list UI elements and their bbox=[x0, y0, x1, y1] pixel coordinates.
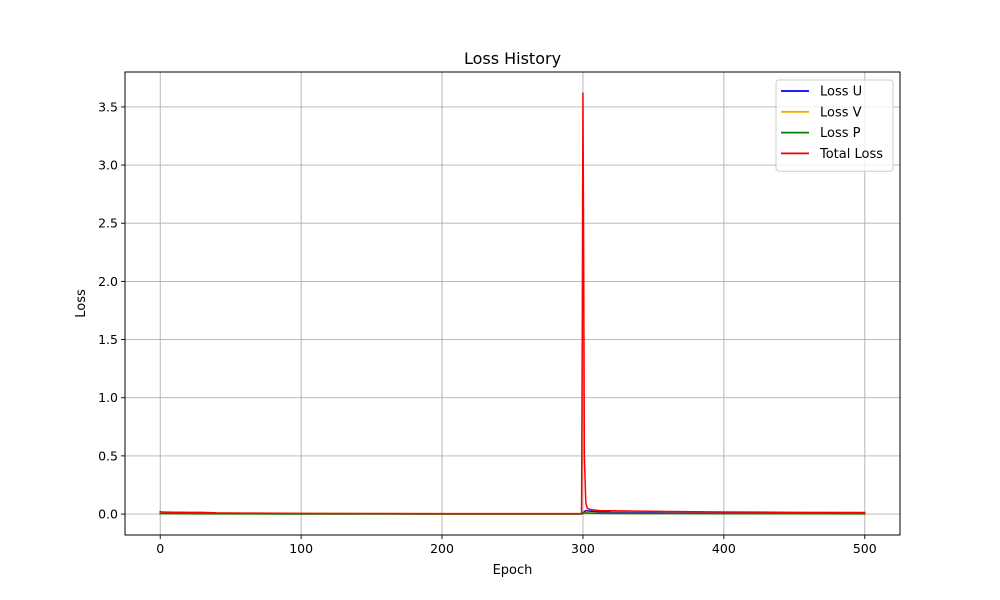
legend-label: Loss V bbox=[820, 105, 862, 120]
legend-box bbox=[775, 79, 894, 172]
series-lines bbox=[159, 92, 866, 515]
y-tick-label: 3.5 bbox=[98, 99, 118, 114]
x-tick-label: 300 bbox=[571, 541, 595, 556]
x-axis-label: Epoch bbox=[493, 563, 533, 578]
y-tick-label: 2.5 bbox=[98, 216, 118, 231]
legend-label: Loss P bbox=[820, 126, 861, 141]
y-tick-label: 0.0 bbox=[98, 507, 118, 522]
legend-label: Loss U bbox=[820, 85, 862, 100]
y-tick-label: 0.5 bbox=[98, 448, 118, 463]
legend: Loss U Loss V Loss P Total Loss bbox=[775, 79, 894, 172]
plot-frame bbox=[124, 71, 901, 536]
series-line-total-loss bbox=[159, 92, 866, 515]
x-tick-label: 500 bbox=[853, 541, 877, 556]
x-tick-label: 200 bbox=[430, 541, 454, 556]
y-axis: 0.0 0.5 1.0 1.5 2.0 2.5 3.0 3.5 bbox=[98, 99, 125, 522]
y-tick-label: 2.0 bbox=[98, 274, 118, 289]
legend-label: Total Loss bbox=[819, 147, 883, 162]
x-tick-label: 0 bbox=[156, 541, 164, 556]
y-axis-label: Loss bbox=[74, 289, 89, 318]
y-tick-label: 3.0 bbox=[98, 158, 118, 173]
plot-area-background bbox=[125, 72, 900, 535]
x-tick-label: 400 bbox=[712, 541, 736, 556]
y-tick-label: 1.5 bbox=[98, 332, 118, 347]
chart-title: Loss History bbox=[464, 49, 561, 68]
x-axis: 0 100 200 300 400 500 bbox=[156, 535, 877, 556]
x-tick-label: 100 bbox=[289, 541, 313, 556]
y-tick-label: 1.0 bbox=[98, 390, 118, 405]
